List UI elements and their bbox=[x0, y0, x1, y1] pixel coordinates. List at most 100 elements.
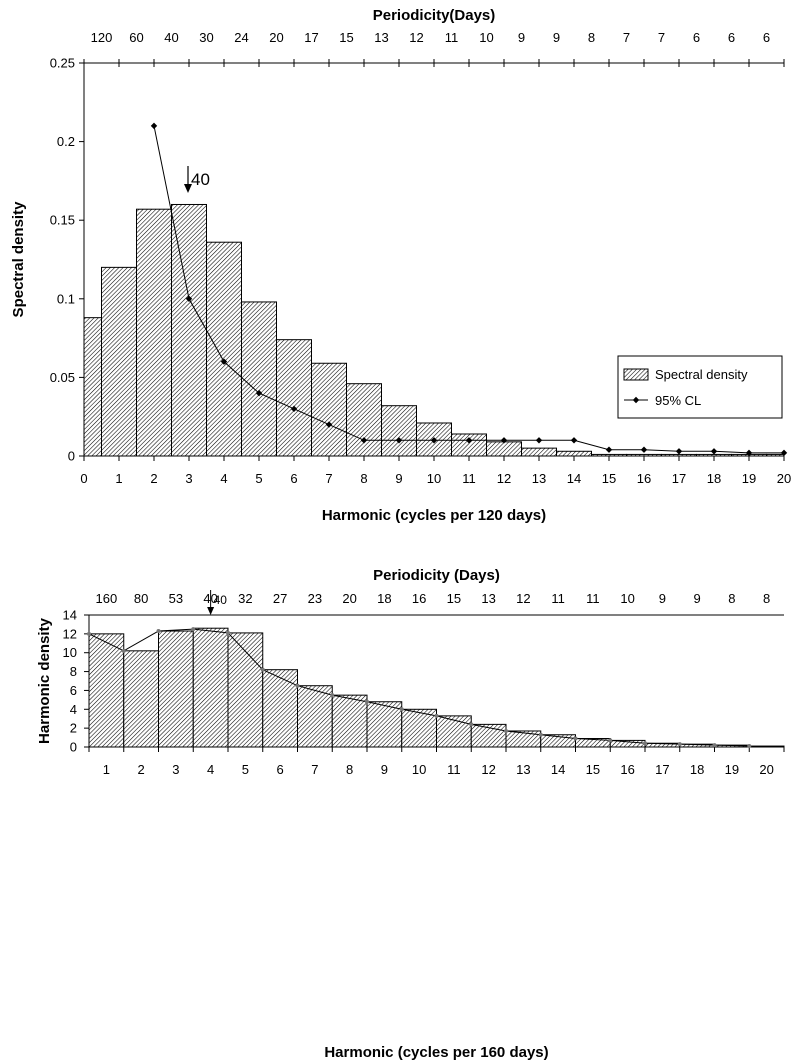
bar bbox=[505, 730, 542, 748]
top-tick-label: 20 bbox=[342, 591, 356, 606]
x-tick-label: 10 bbox=[427, 471, 441, 486]
legend-marker-diamond bbox=[632, 396, 640, 404]
top-tick-label: 15 bbox=[339, 30, 353, 45]
top-tick-label: 6 bbox=[693, 30, 700, 45]
line-marker bbox=[430, 437, 438, 444]
line-marker bbox=[535, 437, 543, 444]
peak-annotation: 40 bbox=[207, 590, 227, 615]
line-marker bbox=[226, 630, 230, 635]
line-marker bbox=[260, 667, 265, 672]
top-tick-label: 13 bbox=[374, 30, 388, 45]
y-axis-title: Harmonic density bbox=[36, 617, 53, 744]
y-tick-label: 0.15 bbox=[50, 213, 75, 228]
x-tick-label: 19 bbox=[725, 762, 739, 777]
x-tick-label: 6 bbox=[277, 762, 284, 777]
bar-series bbox=[88, 627, 785, 748]
spectral-density-chart: 00.050.10.150.20.250 1 2 3 4 5 6 7 8 9 10 11 12 13 14 1… bbox=[10, 7, 792, 524]
top-tick-label: 13 bbox=[481, 591, 495, 606]
line-marker bbox=[538, 732, 543, 737]
bar bbox=[83, 317, 102, 457]
y-tick-label: 10 bbox=[63, 645, 77, 660]
top-tick-label: 60 bbox=[129, 30, 143, 45]
density-line-series bbox=[87, 627, 752, 749]
x-tick-label: 6 bbox=[290, 471, 297, 486]
bar bbox=[381, 405, 417, 457]
top-tick-label: 8 bbox=[588, 30, 595, 45]
tick-labels: 00.050.10.150.20.250 1 2 3 4 5 6 7 8 9 10 11 12 13 14 1… bbox=[50, 30, 792, 486]
top-axis-title: Periodicity (Days) bbox=[373, 567, 500, 584]
x-tick-label: 3 bbox=[172, 762, 179, 777]
top-tick-label: 8 bbox=[728, 591, 735, 606]
x-tick-label: 5 bbox=[255, 471, 262, 486]
x-tick-label: 16 bbox=[637, 471, 651, 486]
y-tick-label: 4 bbox=[70, 702, 77, 717]
x-tick-label: 13 bbox=[532, 471, 546, 486]
bar bbox=[241, 301, 277, 457]
x-tick-label: 7 bbox=[325, 471, 332, 486]
legend-box bbox=[617, 355, 783, 419]
x-tick-label: 15 bbox=[586, 762, 600, 777]
line-marker bbox=[504, 728, 508, 733]
line-marker bbox=[255, 389, 263, 397]
top-tick-label: 17 bbox=[304, 30, 318, 45]
x-axis-title: Harmonic (cycles per 120 days) bbox=[322, 507, 546, 524]
line-marker bbox=[220, 358, 228, 365]
top-tick-label: 11 bbox=[586, 591, 600, 606]
top-tick-label: 9 bbox=[518, 30, 525, 45]
x-tick-label: 12 bbox=[497, 471, 511, 486]
line-marker bbox=[325, 421, 333, 428]
y-tick-label: 0.25 bbox=[50, 56, 75, 71]
top-tick-label: 7 bbox=[658, 30, 665, 45]
line-marker bbox=[290, 405, 298, 413]
bar bbox=[227, 632, 264, 748]
x-tick-label: 12 bbox=[481, 762, 495, 777]
bar bbox=[331, 694, 368, 748]
line-marker bbox=[745, 449, 753, 457]
bar bbox=[206, 241, 242, 457]
top-tick-label: 30 bbox=[199, 30, 213, 45]
x-tick-label: 18 bbox=[690, 762, 704, 777]
bar bbox=[262, 669, 298, 748]
y-tick-label: 8 bbox=[70, 664, 77, 679]
top-tick-label: 160 bbox=[96, 591, 118, 606]
y-tick-label: 12 bbox=[63, 626, 77, 641]
annotation-arrow-head bbox=[184, 184, 192, 193]
line-marker bbox=[330, 693, 335, 698]
x-tick-label: 9 bbox=[395, 471, 402, 486]
top-axis-title: Periodicity(Days) bbox=[373, 7, 496, 24]
legend-swatch-bar bbox=[623, 368, 649, 381]
bar bbox=[192, 627, 229, 748]
x-tick-label: 7 bbox=[311, 762, 318, 777]
x-tick-label: 4 bbox=[207, 762, 214, 777]
x-tick-label: 18 bbox=[707, 471, 721, 486]
x-tick-label: 2 bbox=[138, 762, 145, 777]
top-tick-label: 53 bbox=[169, 591, 183, 606]
top-tick-label: 40 bbox=[164, 30, 178, 45]
bar bbox=[136, 208, 172, 457]
top-tick-label: 20 bbox=[269, 30, 283, 45]
x-tick-label: 15 bbox=[602, 471, 616, 486]
legend-label-95-cl: 95% CL bbox=[655, 393, 701, 408]
top-tick-label: 15 bbox=[447, 591, 461, 606]
line-marker bbox=[643, 741, 647, 746]
line-marker bbox=[780, 449, 788, 457]
bar bbox=[346, 383, 382, 457]
line-marker bbox=[150, 122, 158, 130]
line-marker bbox=[87, 631, 91, 636]
line-marker bbox=[156, 629, 161, 634]
x-tick-label: 20 bbox=[777, 471, 791, 486]
x-tick-label: 20 bbox=[759, 762, 773, 777]
line-marker bbox=[570, 437, 578, 444]
top-tick-label: 10 bbox=[479, 30, 493, 45]
x-tick-label: 4 bbox=[220, 471, 227, 486]
line-marker bbox=[608, 738, 613, 743]
bar bbox=[297, 685, 333, 748]
x-tick-label: 14 bbox=[551, 762, 565, 777]
y-tick-label: 6 bbox=[70, 683, 77, 698]
legend: Spectral density 95% CL bbox=[617, 355, 783, 419]
y-tick-label: 0.05 bbox=[50, 370, 75, 385]
x-tick-label: 8 bbox=[346, 762, 353, 777]
x-tick-label: 14 bbox=[567, 471, 581, 486]
line-marker bbox=[469, 722, 474, 727]
